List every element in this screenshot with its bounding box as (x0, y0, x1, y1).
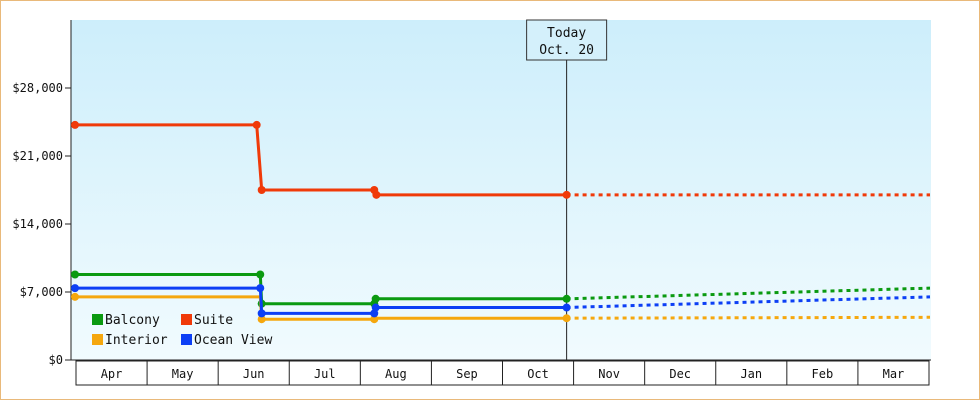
x-tick-label-feb: Feb (812, 367, 834, 381)
x-tick-label-may: May (172, 367, 194, 381)
y-tick-label: $14,000 (12, 217, 63, 231)
data-point-suite (71, 120, 79, 129)
data-point-balcony (256, 270, 265, 279)
y-tick-label: $7,000 (20, 285, 63, 299)
x-tick-label-mar: Mar (883, 367, 905, 381)
data-point-balcony (562, 294, 571, 303)
y-tick-label: $21,000 (12, 149, 63, 163)
today-callout-date: Oct. 20 (539, 43, 594, 58)
y-tick-label: $0 (49, 353, 63, 367)
x-tick-label-jun: Jun (243, 367, 265, 381)
data-point-ocean-view (562, 303, 571, 312)
today-callout (526, 19, 608, 61)
legend-swatch-ocean-view (181, 334, 192, 345)
legend-swatch-balcony (92, 314, 103, 325)
data-point-interior (71, 292, 79, 301)
data-point-ocean-view (257, 309, 266, 318)
data-point-ocean-view (256, 284, 265, 293)
legend: Balcony Suite Interior Ocean View (92, 313, 272, 348)
legend-label-balcony: Balcony (105, 313, 160, 328)
y-axis: $0 $7,000 $14,000 $21,000 $28,000 (12, 20, 72, 367)
legend-label-ocean-view: Ocean View (194, 333, 272, 348)
series (71, 120, 931, 324)
y-tick-label: $28,000 (12, 81, 63, 95)
legend-label-suite: Suite (194, 313, 233, 328)
x-axis: Apr May Jun Jul Aug Sep Oct Nov Dec Jan Feb Mar (71, 359, 931, 386)
series-line-suite (75, 123, 567, 197)
data-point-interior (370, 315, 379, 324)
data-point-suite (257, 186, 266, 194)
series-line-interior (75, 295, 567, 321)
series-line-ocean-view (75, 286, 567, 315)
data-point-ocean-view (371, 303, 380, 312)
x-tick-label-jul: Jul (314, 367, 336, 381)
data-point-suite (372, 190, 381, 199)
plot-area (71, 20, 931, 360)
x-tick-label-oct: Oct (527, 367, 549, 381)
data-point-balcony (71, 270, 79, 279)
x-tick-label-nov: Nov (598, 367, 620, 381)
data-point-suite (562, 190, 571, 199)
data-point-interior (562, 314, 571, 323)
legend-swatch-interior (92, 334, 103, 345)
data-point-ocean-view (71, 284, 79, 293)
today-callout-title: Today (547, 26, 586, 41)
data-point-balcony (371, 294, 380, 303)
series-line-balcony (75, 273, 567, 306)
data-point-interior (257, 315, 266, 324)
legend-label-interior: Interior (105, 333, 168, 348)
legend-swatch-suite (181, 314, 192, 325)
data-point-suite (252, 120, 261, 129)
x-tick-label-aug: Aug (385, 367, 407, 381)
x-tick-label-sep: Sep (456, 367, 478, 381)
x-tick-label-dec: Dec (669, 367, 691, 381)
x-tick-label-apr: Apr (101, 367, 123, 381)
x-tick-label-jan: Jan (740, 367, 762, 381)
